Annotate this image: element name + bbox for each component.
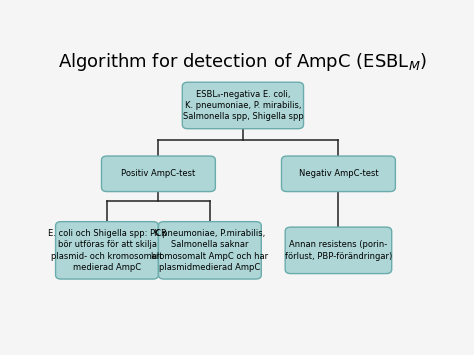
Text: ESBLₐ-negativa E. coli,
K. pneumoniae, P. mirabilis,
Salmonella spp, Shigella sp: ESBLₐ-negativa E. coli, K. pneumoniae, P… — [182, 89, 303, 121]
FancyBboxPatch shape — [182, 82, 303, 129]
FancyBboxPatch shape — [282, 156, 395, 192]
Text: Negativ AmpC-test: Negativ AmpC-test — [299, 169, 378, 178]
FancyBboxPatch shape — [285, 227, 392, 274]
Text: E. coli och Shigella spp: PCR
bör utföras för att skilja
plasmid- och kromosomal: E. coli och Shigella spp: PCR bör utföra… — [47, 229, 166, 272]
Text: Annan resistens (porin-
förlust, PBP-förändringar): Annan resistens (porin- förlust, PBP-för… — [285, 240, 392, 261]
Text: Positiv AmpC-test: Positiv AmpC-test — [121, 169, 196, 178]
FancyBboxPatch shape — [101, 156, 215, 192]
Text: K.pneumoniae, P.mirabilis,
Salmonella saknar
kromosomalt AmpC och har
plasmidmed: K.pneumoniae, P.mirabilis, Salmonella sa… — [151, 229, 268, 272]
Text: Algorithm for detection of AmpC (ESBL$_M$): Algorithm for detection of AmpC (ESBL$_M… — [58, 51, 428, 73]
FancyBboxPatch shape — [55, 222, 158, 279]
FancyBboxPatch shape — [158, 222, 261, 279]
